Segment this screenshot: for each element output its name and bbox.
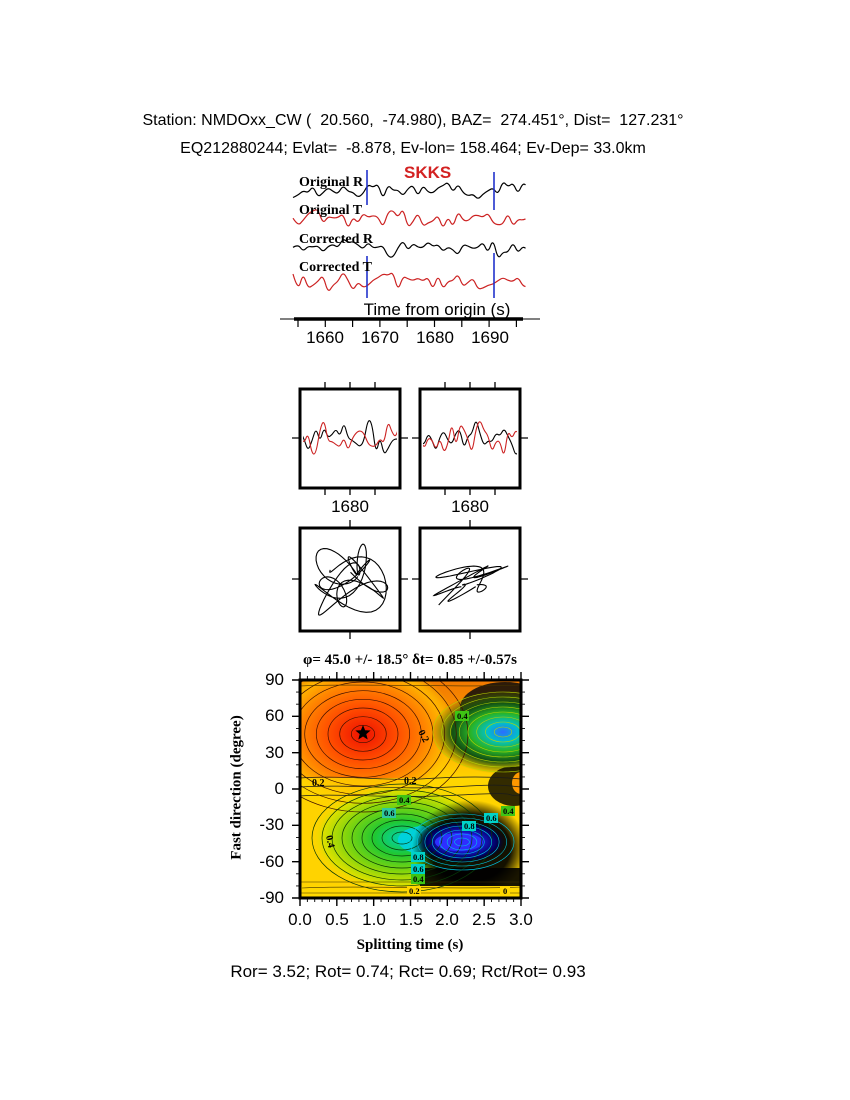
contour-label-box: 0.8: [464, 821, 475, 831]
contour-label-box: 0.4: [413, 874, 424, 884]
waveform-compare-panels: [292, 382, 528, 495]
panel-tick-label-right: 1680: [451, 497, 489, 516]
y-tick-label: -90: [259, 888, 284, 907]
trace-plots: [280, 170, 540, 327]
misfit-contour-plot: 0.2 0.2 0.2 0.4 0.4 0.4 0.6 0.8 0.6 0.4 …: [292, 672, 529, 906]
contour-label: 0.2: [415, 728, 431, 744]
pm-box-ticks: [292, 520, 528, 639]
contour-label: 0.2: [404, 776, 417, 787]
contour-axis-ticks: [292, 672, 529, 906]
x-tick-label: 0.0: [288, 910, 312, 929]
y-tick-label: 30: [265, 743, 284, 762]
x-tick-label: 1.5: [399, 910, 423, 929]
analysis-window-markers: [366, 170, 495, 298]
pm-box-right: [418, 526, 522, 633]
x-tick-label: 0.5: [325, 910, 349, 929]
contour-title: φ= 45.0 +/- 18.5° δt= 0.85 +/-0.57s: [303, 652, 517, 668]
time-axis-label: Time from origin (s): [363, 300, 511, 319]
contour-label: 0.2: [312, 778, 325, 789]
contour-label-box: 0.6: [413, 864, 424, 874]
contour-label-box: 0.4: [503, 806, 514, 816]
event-header-line: EQ212880244; Evlat= -8.878, Ev-lon= 158.…: [180, 140, 646, 157]
corrected-r-trace: [292, 239, 526, 258]
contour-label-box: 0.4: [457, 711, 468, 721]
station-header-line: Station: NMDOxx_CW ( 20.560, -74.980), B…: [142, 112, 684, 129]
contour-label-box: 0.2: [409, 886, 420, 896]
y-tick-label: 90: [265, 670, 284, 689]
quality-stats-line: Ror= 3.52; Rot= 0.74; Rct= 0.69; Rct/Rot…: [230, 962, 586, 981]
contour-y-axis-label: Fast direction (degree): [228, 715, 245, 860]
time-tick-label: 1680: [416, 328, 454, 347]
y-tick-label: -60: [259, 852, 284, 871]
corrected-t-trace: [292, 272, 526, 291]
particle-motion-panels: [292, 520, 528, 639]
trace-label-corrected-r: Corrected R: [299, 232, 373, 247]
time-tick-label: 1670: [361, 328, 399, 347]
original-t-trace: [292, 209, 526, 227]
contour-label-box: 0.4: [399, 795, 410, 805]
y-tick-label: 0: [274, 779, 284, 798]
x-tick-label: 2.5: [472, 910, 496, 929]
compare-box-right: [418, 387, 522, 490]
compare-box-ticks: [292, 382, 528, 495]
best-fit-star: [355, 725, 371, 740]
x-tick-label: 2.0: [435, 910, 459, 929]
trace-label-original-r: Original R: [299, 175, 364, 190]
contour-label-box: 0.6: [384, 808, 395, 818]
original-r-trace: [292, 182, 526, 199]
x-tick-label: 1.0: [362, 910, 386, 929]
time-axis-ticks: [297, 320, 517, 327]
panel-tick-label-left: 1680: [331, 497, 369, 516]
contour-x-axis-label: Splitting time (s): [356, 937, 464, 953]
y-tick-label: 60: [265, 706, 284, 725]
contour-label-box: 0.8: [413, 852, 424, 862]
contour-label: 0.4: [323, 834, 336, 849]
trace-label-original-t: Original T: [299, 203, 363, 218]
time-tick-label: 1690: [471, 328, 509, 347]
phase-label: SKKS: [404, 163, 452, 182]
x-tick-label: 3.0: [509, 910, 533, 929]
contour-label-box: 0: [503, 886, 507, 896]
time-tick-label: 1660: [306, 328, 344, 347]
y-tick-label: -30: [259, 815, 284, 834]
trace-label-corrected-t: Corrected T: [299, 260, 372, 275]
contour-label-box: 0.6: [486, 813, 497, 823]
